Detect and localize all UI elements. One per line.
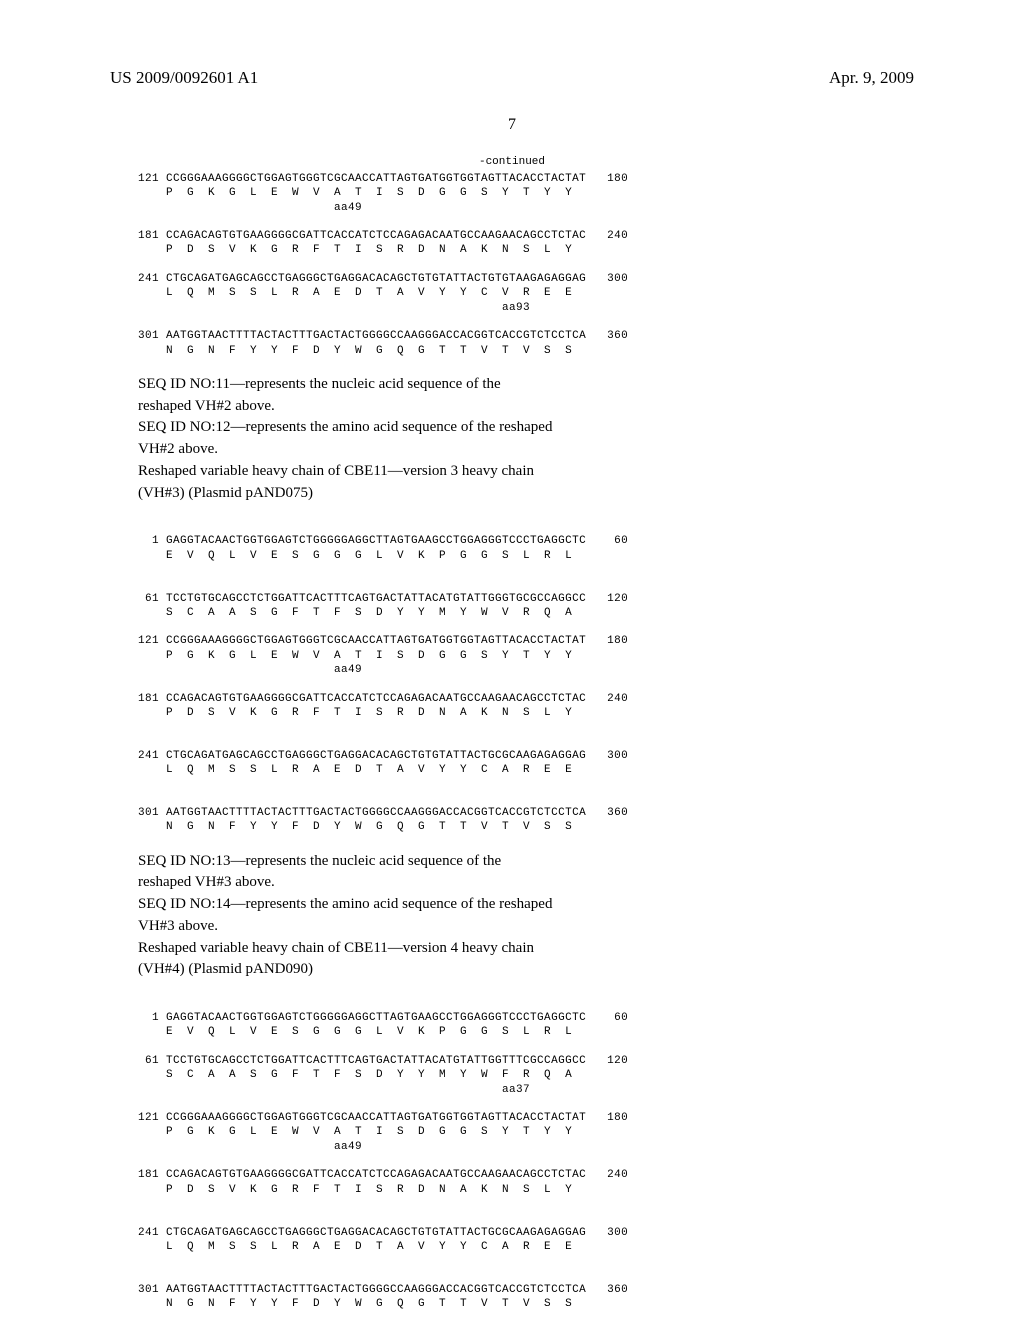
sequence-block-2: 1 GAGGTACAACTGGTGGAGTCTGGGGGAGGCTTAGTGAA… — [138, 534, 886, 834]
sequence-block-3: 1 GAGGTACAACTGGTGGAGTCTGGGGGAGGCTTAGTGAA… — [138, 1011, 886, 1311]
page-header: US 2009/0092601 A1 Apr. 9, 2009 — [0, 0, 1024, 96]
sequence-block-1: 121 CCGGGAAAGGGGCTGGAGTGGGTCGCAACCATTAGT… — [138, 172, 886, 358]
page-number: 7 — [0, 116, 1024, 134]
description-text-2: SEQ ID NO:13—represents the nucleic acid… — [138, 851, 557, 982]
header-date: Apr. 9, 2009 — [829, 68, 914, 88]
continued-label: -continued — [138, 156, 886, 168]
description-text-1: SEQ ID NO:11—represents the nucleic acid… — [138, 374, 557, 505]
patent-number: US 2009/0092601 A1 — [110, 68, 258, 88]
page-content: -continued 121 CCGGGAAAGGGGCTGGAGTGGGTCG… — [0, 156, 1024, 1311]
